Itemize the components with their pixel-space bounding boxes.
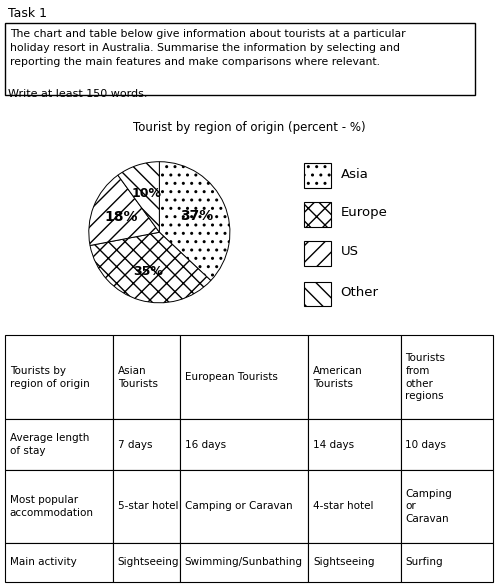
Text: 37%: 37% xyxy=(180,209,214,223)
Text: 4-star hotel: 4-star hotel xyxy=(313,502,374,512)
FancyBboxPatch shape xyxy=(304,241,331,266)
Text: 18%: 18% xyxy=(105,210,138,224)
Text: Tourists by
region of origin: Tourists by region of origin xyxy=(10,366,90,389)
Text: 14 days: 14 days xyxy=(313,440,354,450)
Bar xyxy=(308,543,400,582)
Text: Europe: Europe xyxy=(341,206,387,219)
Bar xyxy=(5,419,113,470)
Bar xyxy=(5,470,113,543)
Text: Main activity: Main activity xyxy=(10,557,77,567)
Text: 5-star hotel: 5-star hotel xyxy=(118,502,178,512)
Text: 16 days: 16 days xyxy=(185,440,226,450)
Text: European Tourists: European Tourists xyxy=(185,372,277,382)
Wedge shape xyxy=(159,162,230,280)
Text: Other: Other xyxy=(341,286,378,299)
Bar xyxy=(400,470,493,543)
Bar xyxy=(308,419,400,470)
FancyBboxPatch shape xyxy=(304,282,331,306)
Bar xyxy=(308,470,400,543)
Bar xyxy=(180,543,308,582)
Text: 7 days: 7 days xyxy=(118,440,152,450)
Text: Write at least 150 words.: Write at least 150 words. xyxy=(8,89,147,99)
Text: 10 days: 10 days xyxy=(405,440,446,450)
Bar xyxy=(113,543,180,582)
Text: Asian
Tourists: Asian Tourists xyxy=(118,366,158,389)
Text: Sightseeing: Sightseeing xyxy=(313,557,374,567)
Text: Camping
or
Caravan: Camping or Caravan xyxy=(405,489,452,524)
Bar xyxy=(400,335,493,419)
Bar xyxy=(180,419,308,470)
Wedge shape xyxy=(118,162,159,232)
Text: Tourist by region of origin (percent - %): Tourist by region of origin (percent - %… xyxy=(132,121,366,135)
Bar xyxy=(400,543,493,582)
Text: 10%: 10% xyxy=(131,187,162,200)
Wedge shape xyxy=(90,232,211,303)
Bar xyxy=(180,470,308,543)
Text: Average length
of stay: Average length of stay xyxy=(10,433,89,456)
FancyBboxPatch shape xyxy=(304,163,331,188)
Bar xyxy=(5,23,475,95)
Bar xyxy=(308,335,400,419)
Bar xyxy=(5,335,113,419)
Text: Tourists
from
other
regions: Tourists from other regions xyxy=(405,353,445,402)
Bar xyxy=(113,419,180,470)
Bar xyxy=(113,470,180,543)
Bar xyxy=(400,419,493,470)
Text: Camping or Caravan: Camping or Caravan xyxy=(185,502,292,512)
FancyBboxPatch shape xyxy=(304,202,331,227)
Text: Swimming/Sunbathing: Swimming/Sunbathing xyxy=(185,557,302,567)
Bar xyxy=(113,335,180,419)
Text: 35%: 35% xyxy=(133,265,163,278)
Text: The chart and table below give information about tourists at a particular
holida: The chart and table below give informati… xyxy=(10,29,406,67)
Text: Asia: Asia xyxy=(341,168,369,181)
Text: Sightseeing: Sightseeing xyxy=(118,557,179,567)
Text: Task 1: Task 1 xyxy=(8,7,47,20)
Text: US: US xyxy=(341,245,359,258)
Text: Surfing: Surfing xyxy=(405,557,443,567)
Wedge shape xyxy=(89,175,159,245)
Text: American
Tourists: American Tourists xyxy=(313,366,363,389)
Bar xyxy=(180,335,308,419)
Text: Most popular
accommodation: Most popular accommodation xyxy=(10,495,94,518)
Bar xyxy=(5,543,113,582)
